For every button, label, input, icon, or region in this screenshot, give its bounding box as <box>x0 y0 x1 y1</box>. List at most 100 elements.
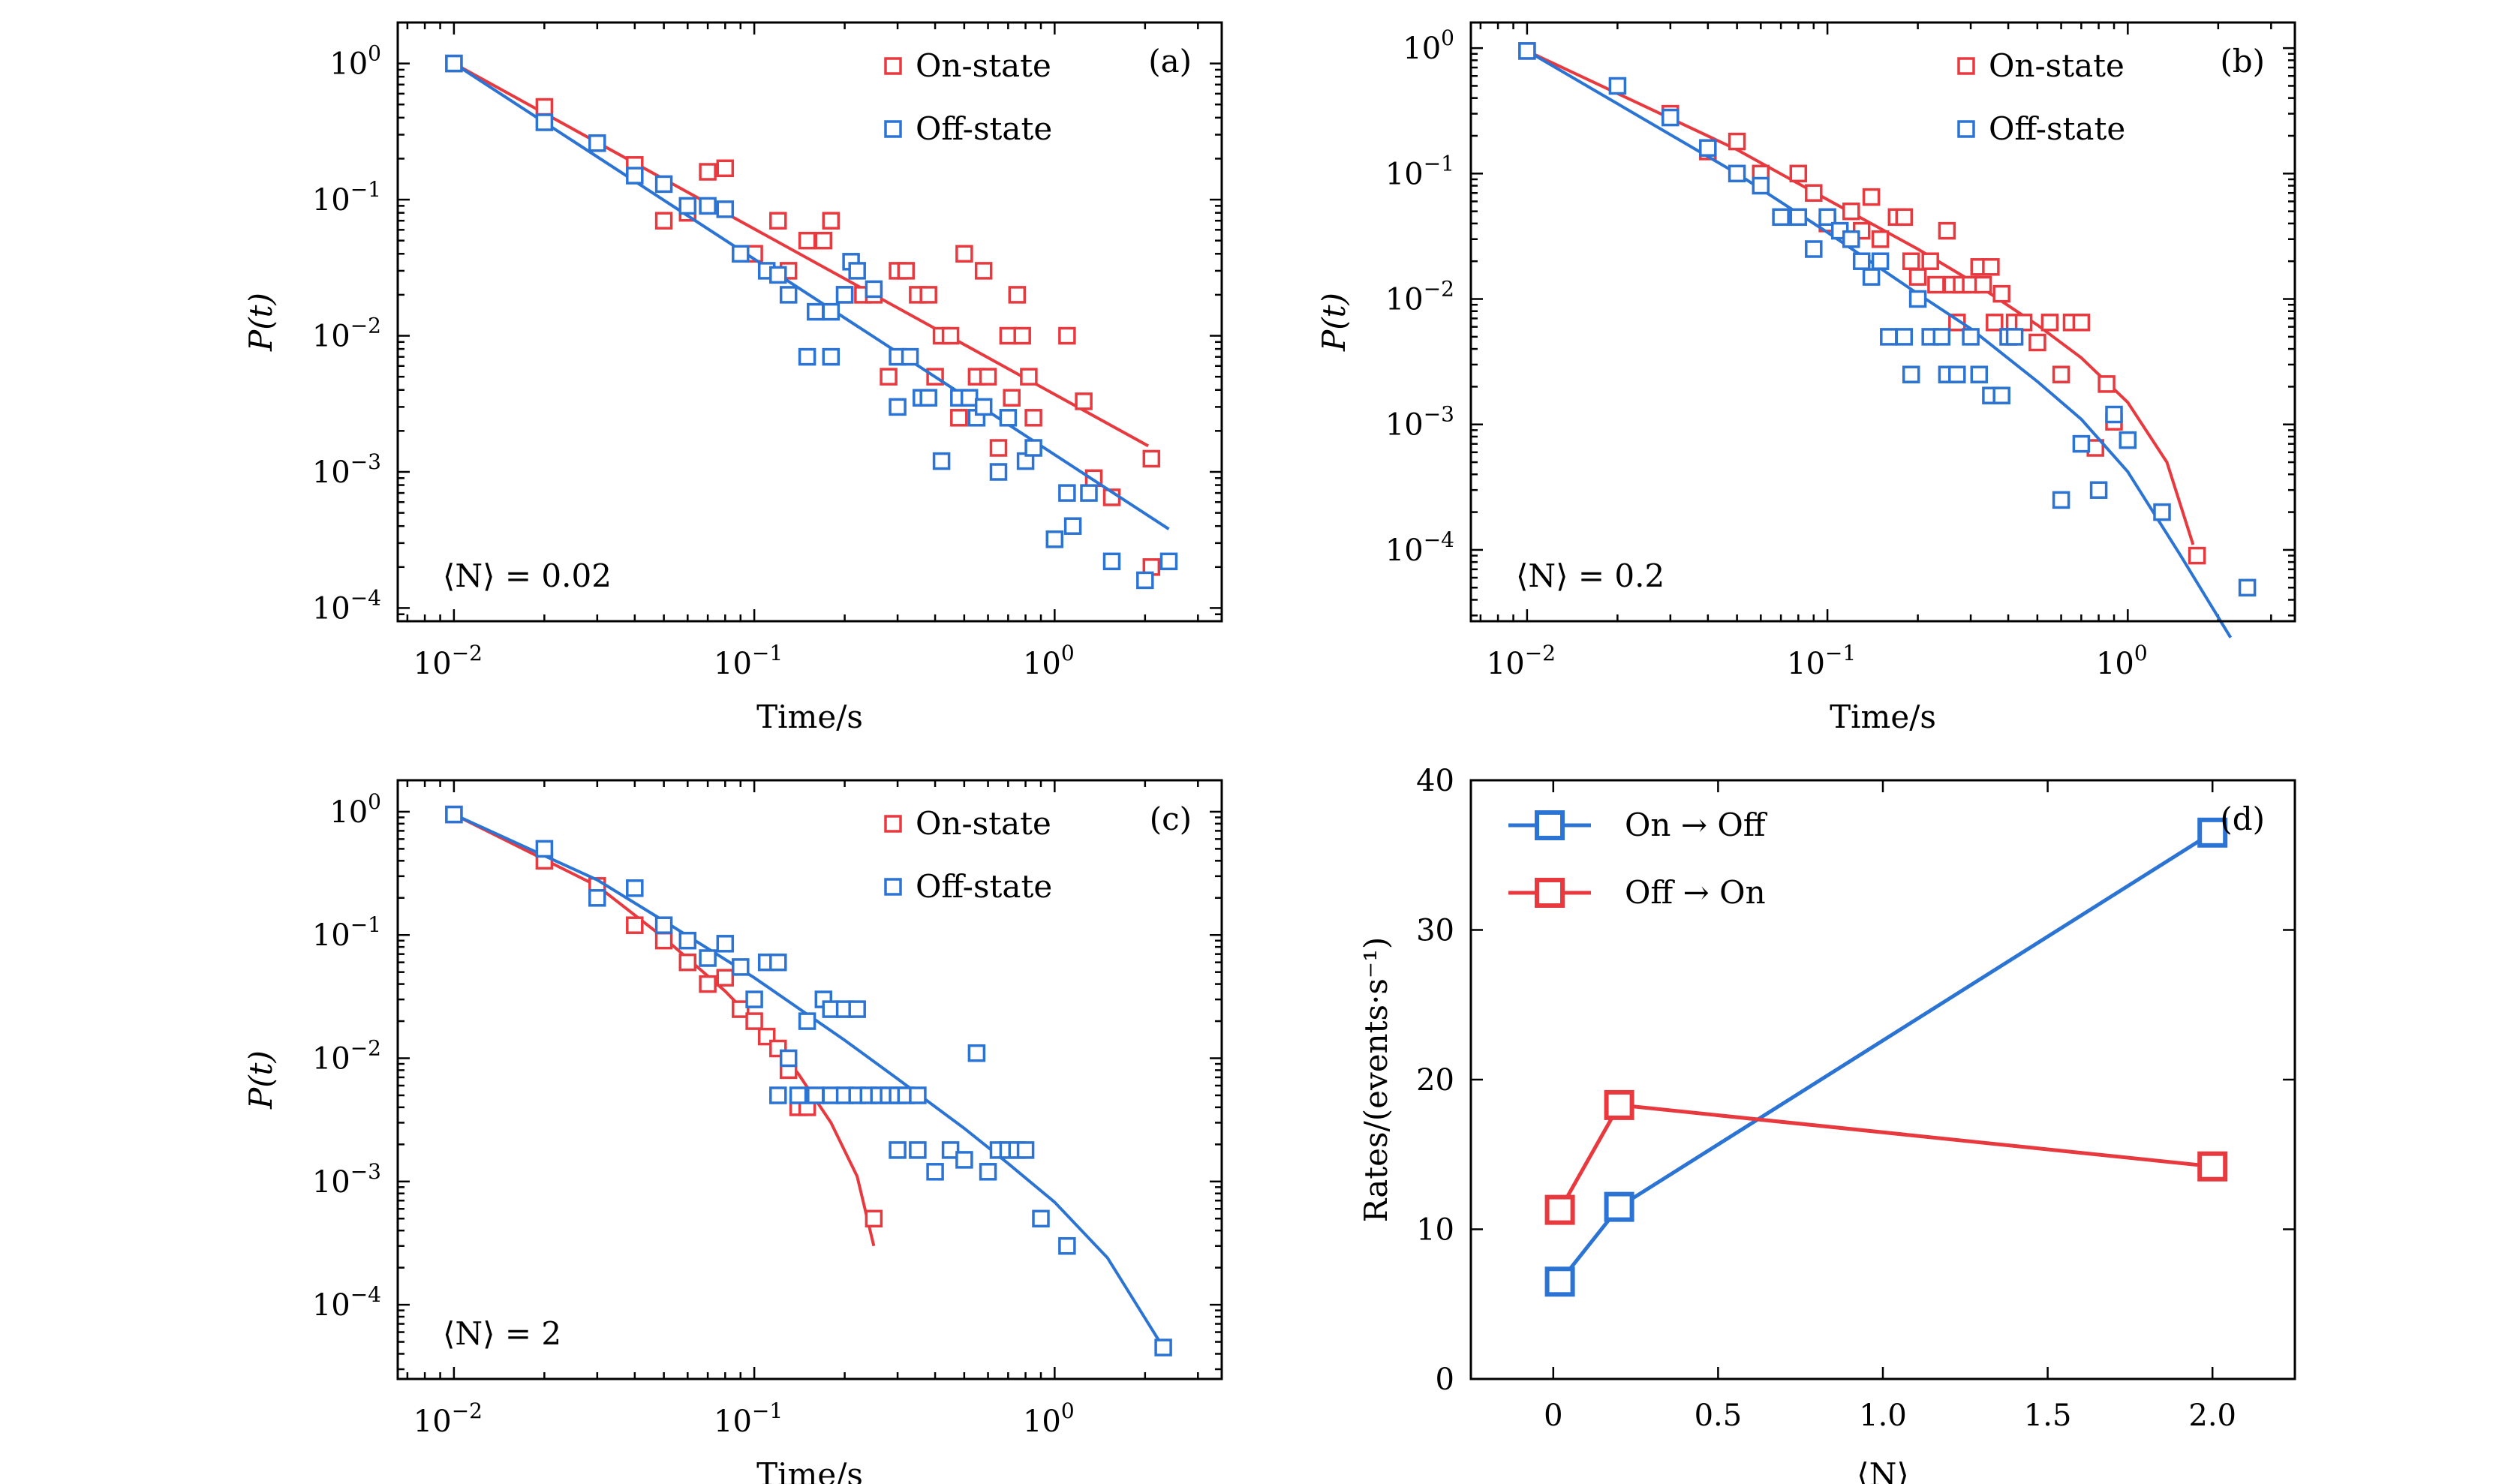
data-point <box>979 368 997 386</box>
data-point <box>769 266 787 284</box>
y-tick-label: 30 <box>1416 914 1454 948</box>
data-point <box>807 302 825 321</box>
data-point <box>2072 314 2091 332</box>
x-tick-label: 100 <box>1023 1398 1075 1439</box>
y-tick-label: 10−2 <box>312 1036 381 1077</box>
data-point <box>789 1086 807 1104</box>
series-line <box>1558 1103 2213 1211</box>
data-point <box>1045 530 1064 548</box>
data-point <box>745 990 763 1008</box>
data-point <box>626 167 644 185</box>
x-tick-label: 10−1 <box>714 1398 783 1439</box>
data-point <box>1003 389 1021 407</box>
series-b-second <box>1518 42 2257 638</box>
data-point <box>1013 326 1031 345</box>
fit-line <box>453 62 1170 530</box>
data-point <box>654 175 673 194</box>
y-tick-label: 10−4 <box>312 585 381 626</box>
y-tick-label: 10−1 <box>312 912 381 953</box>
x-tick-label: 10−1 <box>1787 641 1856 681</box>
data-point <box>1058 1236 1076 1255</box>
y-axis-title: P(t) <box>1316 293 1352 352</box>
fit-line <box>453 813 876 1247</box>
data-point <box>848 262 866 280</box>
x-axis-title: Time/s <box>756 1456 863 1484</box>
ticks-d: 0 0.5 1.0 1.5 2.0 0 10 20 30 40 <box>1416 764 2295 1433</box>
y-tick-label: 10−3 <box>312 1159 381 1200</box>
data-point <box>1058 484 1076 502</box>
data-point <box>1772 208 1790 227</box>
data-point <box>835 286 854 304</box>
data-point <box>654 212 673 230</box>
data-point <box>1982 258 2000 276</box>
y-tick-label: 10−4 <box>1385 527 1454 568</box>
legend-marker <box>1535 878 1565 908</box>
data-point <box>941 1141 960 1159</box>
data-point <box>1075 392 1093 410</box>
data-point <box>1142 449 1161 468</box>
data-point <box>699 975 717 993</box>
data-point <box>897 262 916 280</box>
data-point <box>1986 314 2004 332</box>
data-point <box>1024 439 1042 457</box>
data-point <box>732 1000 750 1018</box>
data-point <box>1154 1338 1172 1356</box>
data-point <box>2040 314 2059 332</box>
series-c-first <box>445 805 883 1247</box>
data-point <box>1932 328 1951 346</box>
legend-label: Off-state <box>916 868 1052 905</box>
panel-label: (a) <box>1148 43 1192 80</box>
data-point <box>716 935 735 953</box>
x-tick-label: 0.5 <box>1695 1398 1743 1433</box>
data-point <box>1992 386 2010 404</box>
data-point <box>1016 1141 1035 1159</box>
data-point <box>1871 230 1890 248</box>
data-point <box>1852 252 1871 270</box>
data-point <box>979 1163 997 1181</box>
data-point <box>1728 164 1746 183</box>
data-point <box>654 931 673 950</box>
data-point <box>999 326 1018 345</box>
data-point <box>1136 571 1154 590</box>
y-tick-label: 10−4 <box>312 1282 381 1323</box>
x-tick-label: 2.0 <box>2188 1398 2236 1433</box>
data-point <box>1862 268 1881 286</box>
data-point <box>974 398 993 416</box>
data-point <box>798 1012 816 1030</box>
data-point <box>1608 77 1627 95</box>
data-point <box>889 398 907 416</box>
axes-frame <box>396 21 1223 623</box>
data-point <box>960 389 979 407</box>
data-point <box>732 245 750 263</box>
data-point <box>588 134 606 152</box>
data-point <box>999 409 1018 427</box>
data-point <box>1805 240 1823 258</box>
legend: On-state Off-state <box>1957 47 2125 147</box>
data-point <box>2105 405 2123 424</box>
data-point <box>1728 132 1746 151</box>
data-point <box>909 1141 927 1159</box>
data-point <box>588 889 606 907</box>
data-point <box>445 805 463 824</box>
data-point <box>901 347 919 366</box>
legend-label: On-state <box>1989 47 2125 84</box>
legend-marker <box>884 120 902 138</box>
data-point <box>919 286 937 304</box>
y-axis-title: Rates/(events·s⁻¹) <box>1358 937 1394 1223</box>
data-point <box>1080 484 1098 502</box>
panel-label: (d) <box>2220 801 2265 837</box>
data-point <box>769 1086 787 1104</box>
axes-frame <box>1469 779 2296 1380</box>
data-point <box>1604 1089 1634 1120</box>
data-point <box>716 200 735 218</box>
data-point <box>716 969 735 987</box>
data-point <box>699 163 717 181</box>
data-point <box>989 439 1008 457</box>
data-point <box>678 953 697 972</box>
data-point <box>1908 268 1927 286</box>
data-point <box>1895 208 1914 227</box>
panel-label: (c) <box>1150 801 1192 837</box>
data-point <box>716 159 735 178</box>
data-point <box>699 197 717 215</box>
